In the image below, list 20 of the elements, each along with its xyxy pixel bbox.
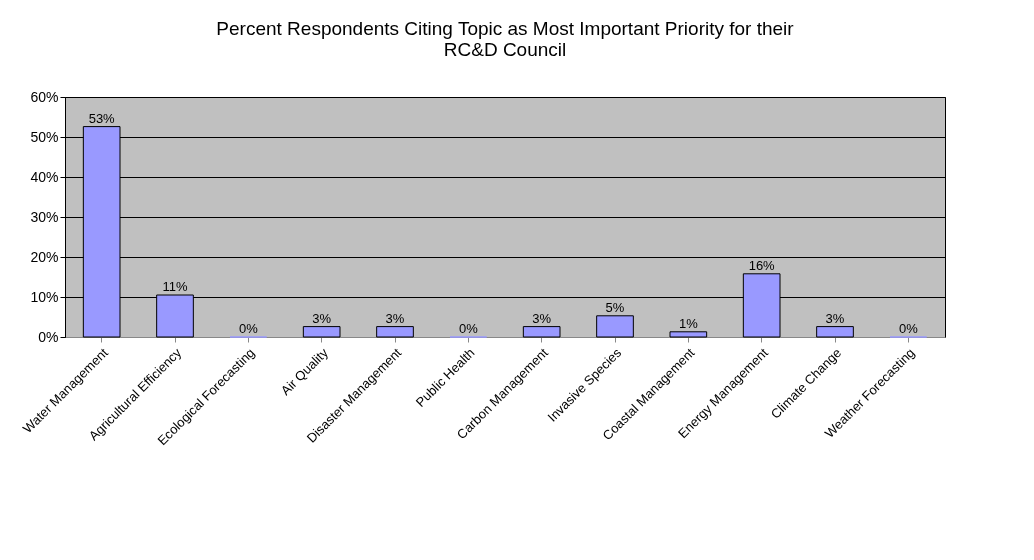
y-tick-label: 20% (30, 248, 59, 265)
data-label: 53% (88, 110, 116, 126)
data-label: 11% (162, 279, 188, 294)
data-label: 0% (898, 321, 919, 336)
data-label: 16% (748, 257, 776, 273)
y-tick-label: 60% (30, 88, 59, 105)
y-tick-label: 40% (30, 168, 59, 185)
data-label: 0% (458, 321, 479, 336)
data-label: 3% (825, 310, 845, 326)
data-label: 5% (605, 299, 625, 315)
data-label: 3% (532, 310, 552, 326)
y-tick-label: 30% (30, 208, 59, 225)
data-label: 1% (678, 315, 699, 331)
y-tick-label: 10% (30, 288, 59, 305)
data-label: 3% (312, 310, 332, 326)
chart-title: Percent Respondents Citing Topic as Most Important Priority for their RC&D Council (216, 18, 795, 60)
y-tick-label: 0% (38, 328, 59, 345)
y-tick-label: 50% (30, 128, 59, 145)
data-label: 0% (238, 321, 259, 336)
data-label: 3% (385, 310, 405, 326)
